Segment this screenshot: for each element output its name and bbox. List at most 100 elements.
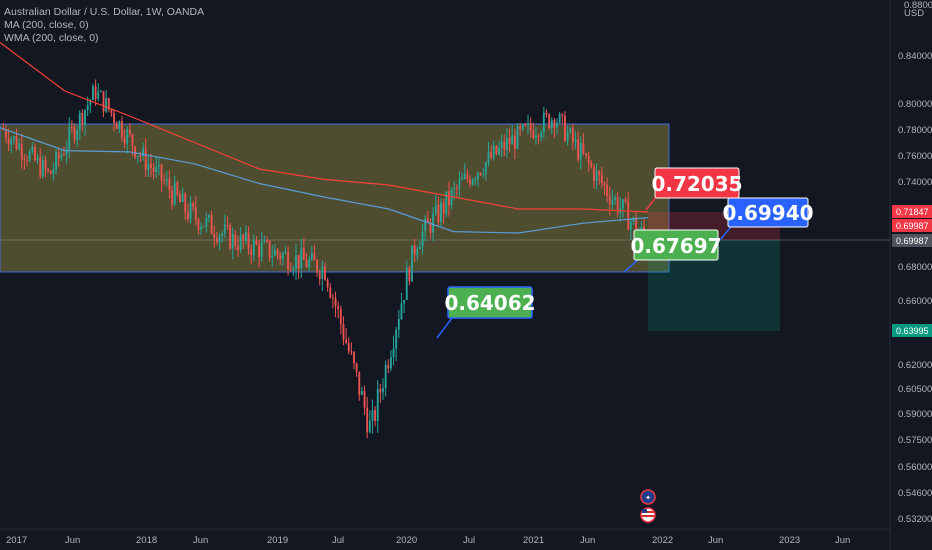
chart-legend[interactable]: Australian Dollar / U.S. Dollar, 1W, OAN…: [4, 6, 204, 45]
candle-body: [622, 199, 624, 209]
callout-069940-box: [727, 197, 809, 228]
candle-body: [413, 245, 416, 256]
candle-body: [519, 125, 522, 129]
candle-body: [395, 329, 398, 349]
callout-064062-label: 0.64062: [444, 291, 535, 315]
candle-body: [308, 259, 311, 268]
candle-body: [593, 167, 595, 181]
candle-body: [94, 86, 97, 99]
price-tag-entry: [892, 219, 932, 232]
time-label: 2017: [6, 535, 27, 546]
au-flag-circle: [640, 489, 656, 505]
candle-body: [416, 249, 419, 256]
candle-body: [326, 279, 329, 288]
candle-body: [276, 249, 279, 255]
price-tick: 0.78000: [898, 125, 932, 136]
candle-body: [379, 388, 382, 393]
callout-072035-box: [654, 167, 740, 199]
candle-body: [179, 194, 181, 202]
candle-body: [358, 371, 361, 395]
candle-body: [121, 121, 123, 138]
price-tick: 0.76000: [898, 151, 932, 162]
candle-body: [200, 226, 202, 230]
symbol-title[interactable]: Australian Dollar / U.S. Dollar, 1W, OAN…: [4, 6, 205, 18]
candle-body: [97, 91, 100, 99]
candle-body: [165, 179, 168, 181]
price-tick: 0.57500: [898, 435, 932, 446]
candle-body: [184, 193, 187, 213]
candle-body: [76, 129, 79, 140]
candle-body: [411, 245, 413, 282]
candle-body: [516, 125, 519, 149]
candle-body: [334, 298, 337, 306]
candle-body: [20, 143, 23, 159]
candle-body: [585, 153, 587, 156]
range-zone[interactable]: [0, 123, 670, 273]
candle-body: [250, 248, 253, 255]
candle-body: [421, 231, 424, 247]
candle-body: [331, 297, 334, 299]
candle-body: [424, 218, 427, 232]
candle-body: [297, 254, 300, 269]
candle-body: [571, 128, 574, 142]
candle-body: [173, 182, 176, 205]
candle-body: [463, 173, 466, 179]
au-flag-icon[interactable]: ✦: [640, 489, 656, 505]
candle-body: [453, 187, 456, 190]
time-axis[interactable]: 2017 Jun 2018 Jun 2019 Jul 2020 Jul 2021…: [6, 535, 850, 546]
callout-072035[interactable]: 0.72035: [651, 167, 743, 199]
candle-body: [99, 91, 102, 93]
candle-body: [574, 139, 577, 142]
callout-067697[interactable]: 0.67697: [630, 229, 722, 261]
candle-body: [400, 303, 403, 320]
candle-body: [49, 170, 52, 174]
candle-body: [263, 240, 266, 243]
candle-body: [268, 240, 271, 258]
candle-body: [403, 300, 406, 304]
candle-body: [292, 268, 295, 271]
price-axis[interactable]: 0.88000 USD 0.84000 0.80000 0.78000 0.76…: [892, 0, 932, 525]
us-flag-icon[interactable]: [640, 507, 656, 523]
candle-body: [47, 169, 50, 171]
candle-body: [213, 233, 216, 238]
ma-indicator-label[interactable]: MA (200, close, 0): [4, 19, 89, 31]
candle-body: [382, 388, 384, 393]
candle-body: [445, 191, 448, 214]
candle-body: [176, 182, 179, 195]
candle-body: [537, 135, 540, 138]
candle-body: [469, 178, 471, 185]
price-tick: 0.56000: [898, 462, 932, 473]
price-tick: 0.84000: [898, 51, 932, 62]
candle-body: [492, 145, 495, 158]
candle-body: [210, 215, 213, 234]
candle-body: [89, 99, 92, 105]
time-label: 2023: [779, 535, 800, 546]
candle-body: [26, 159, 28, 161]
time-label: Jul: [463, 535, 475, 546]
wma-indicator-label[interactable]: WMA (200, close, 0): [4, 32, 99, 44]
candle-body: [632, 217, 635, 222]
callout-069940[interactable]: 0.69940: [722, 197, 814, 228]
candle-body: [355, 363, 358, 372]
price-axis-unit: USD: [904, 8, 924, 19]
candle-body: [624, 199, 627, 202]
price-tag-stop: [892, 205, 932, 218]
price-tag-target: [892, 324, 932, 337]
candle-body: [316, 260, 319, 273]
candle-body: [155, 166, 158, 173]
candle-body: [252, 240, 255, 255]
candle-body: [41, 160, 44, 177]
candle-body: [524, 124, 527, 126]
candle-body: [614, 197, 616, 200]
candle-body: [266, 240, 268, 242]
candle-body: [371, 410, 374, 421]
candle-body: [260, 242, 263, 257]
candle-body: [70, 126, 73, 128]
candle-body: [44, 160, 47, 170]
candle-body: [339, 308, 342, 325]
callout-064062[interactable]: 0.64062: [444, 286, 536, 319]
candle-body: [181, 193, 184, 202]
candle-body: [545, 112, 548, 115]
